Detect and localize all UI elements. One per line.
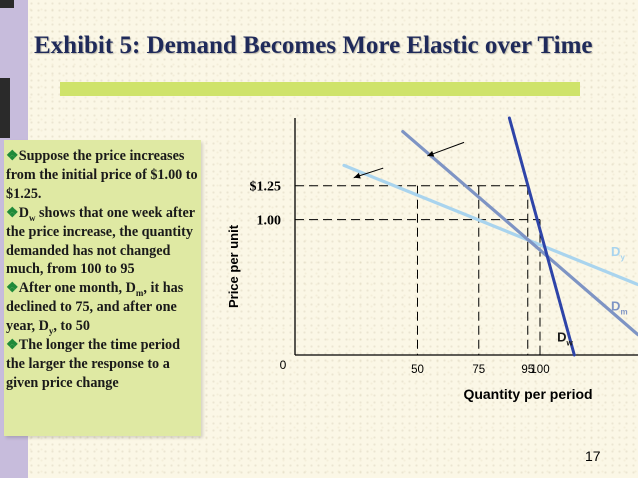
bullet-panel <box>4 140 201 436</box>
curve-label-w: Dw <box>557 329 573 347</box>
x-tick-label: 100 <box>530 364 549 376</box>
rotation-arrow <box>427 141 465 157</box>
bullet-diamond-icon: ❖ <box>6 280 19 297</box>
curve-label-letter: D <box>611 298 620 313</box>
x-tick-label: 75 <box>472 364 485 376</box>
rotation-arrowhead-icon <box>353 172 361 179</box>
y-tick-label: $1.25 <box>250 180 282 195</box>
bullet-item: ❖Dw shows that one week after the price … <box>6 204 202 280</box>
bullet-text: The longer the time period the larger th… <box>6 337 181 391</box>
bullet-text: D <box>18 204 29 221</box>
bullet-diamond-icon: ❖ <box>6 148 19 164</box>
curve-label-m: Dm <box>611 298 628 316</box>
curve-label-subscript: m <box>620 307 627 316</box>
title-underline-bar <box>60 82 580 96</box>
demand-curve-m <box>401 129 638 337</box>
x-axis-label: Quantity per period <box>463 386 592 402</box>
binder-ring-edge <box>0 78 10 138</box>
curve-label-letter: D <box>611 244 620 259</box>
bullet-item: ❖After one month, Dm, it has declined to… <box>6 279 202 336</box>
bullet-diamond-icon: ❖ <box>6 337 19 354</box>
y-tick-label: 1.00 <box>257 214 282 229</box>
demand-curve-w <box>507 116 576 357</box>
bullet-item: ❖Suppose the price increases from the in… <box>6 147 202 204</box>
curve-label-subscript: y <box>620 253 625 262</box>
bullet-list: ❖Suppose the price increases from the in… <box>6 147 202 393</box>
bullet-text: After one month, D <box>18 280 136 297</box>
origin-label: 0 <box>280 358 287 372</box>
bullet-subscript: m <box>135 288 144 299</box>
curve-label-letter: D <box>557 329 566 344</box>
bullet-subscript: w <box>28 212 36 223</box>
page-number: 17 <box>585 448 601 464</box>
bullet-text: , it has declined to 75, and after one y… <box>6 280 184 335</box>
demand-curve-y <box>342 163 638 287</box>
binder-ring-edge <box>0 0 14 8</box>
x-tick-label: 50 <box>411 364 424 376</box>
bullet-text: Suppose the price increases from the ini… <box>6 148 198 202</box>
slide-title: Exhibit 5: Demand Becomes More Elastic o… <box>34 32 593 59</box>
bullet-diamond-icon: ❖ <box>6 204 19 221</box>
rotation-arrowhead-icon <box>427 150 435 157</box>
y-axis-label: Price per unit <box>226 224 241 308</box>
bullet-text: , to 50 <box>53 318 90 335</box>
x-tick-label: 95 <box>521 364 534 376</box>
curve-label-y: Dy <box>611 244 625 262</box>
bullet-item: ❖The longer the time period the larger t… <box>6 336 202 393</box>
bullet-text: shows that one week after the price incr… <box>6 204 195 278</box>
bullet-subscript: y <box>48 325 54 336</box>
curve-label-subscript: w <box>566 338 574 347</box>
